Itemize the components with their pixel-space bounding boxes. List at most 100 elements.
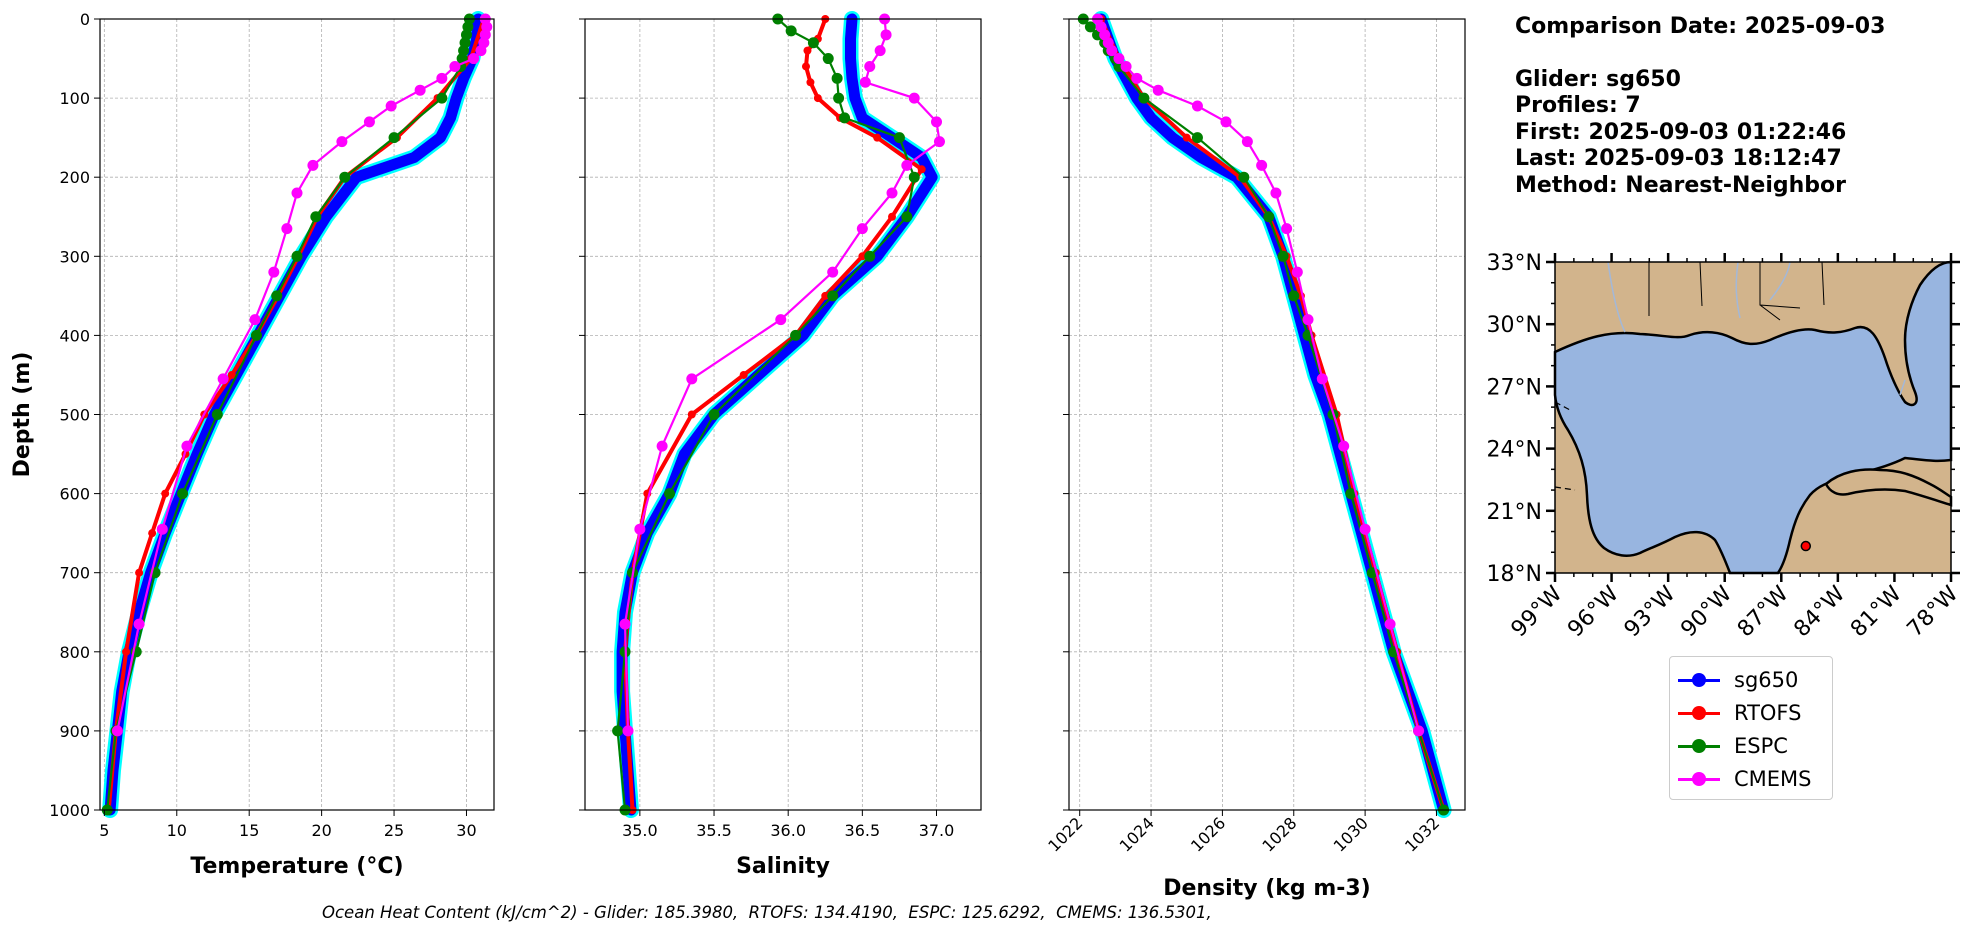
cmems-data-point (475, 45, 487, 57)
cmems-data-point (933, 136, 945, 148)
chart-legend: sg650 RTOFS ESPC CMEMS (1669, 656, 1833, 800)
rtofs-data-point (813, 94, 822, 103)
legend-item-sg650: sg650 (1678, 663, 1824, 696)
cmems-data-point (686, 373, 698, 385)
rtofs-data-point (888, 212, 897, 221)
cmems-profile-line (623, 18, 941, 731)
x-tick-label: 5 (99, 821, 109, 840)
y-tick-label: 200 (59, 168, 90, 187)
cmems-data-point (133, 618, 145, 630)
cmems-data-point (908, 92, 920, 104)
y-tick-label: 300 (59, 247, 90, 266)
map-lon-label: 99°W (1507, 581, 1568, 642)
x-tick-label: 1024 (1116, 813, 1158, 855)
cmems-data-point (886, 187, 898, 199)
espc-data-point (822, 53, 834, 65)
espc-data-point (1277, 250, 1289, 262)
cmems-data-point (1191, 100, 1203, 112)
cmems-data-point (414, 84, 426, 96)
rtofs-data-point (161, 489, 170, 498)
cmems-data-point (111, 725, 123, 737)
cmems-data-point (634, 523, 646, 535)
y-tick-label: 800 (59, 643, 90, 662)
cmems-data-point (181, 440, 193, 452)
rtofs-data-point (803, 46, 812, 55)
cmems-data-point (363, 116, 375, 128)
rtofs-profile-line (1099, 18, 1446, 811)
profile-count: Profiles: 7 (1515, 93, 1641, 118)
cmems-profile-line (1096, 18, 1420, 732)
espc-data-point (436, 92, 448, 104)
cmems-data-point (1152, 84, 1164, 96)
cmems-data-point (880, 29, 892, 41)
sg650-profile-line (1095, 13, 1450, 816)
cmems-data-point (874, 45, 886, 57)
espc-data-point (827, 290, 839, 302)
cmems-data-point (656, 440, 668, 452)
map-lon-label: 78°W (1903, 581, 1964, 642)
espc-data-point (271, 290, 283, 302)
y-tick-label: 700 (59, 564, 90, 583)
espc-data-point (388, 132, 400, 144)
cmems-data-point (385, 100, 397, 112)
sg650-profile-spread (1093, 11, 1452, 818)
espc-data-point (1238, 171, 1250, 183)
legend-swatch-rtofs (1678, 703, 1720, 723)
y-tick-label: 900 (59, 722, 90, 741)
cmems-data-point (217, 373, 229, 385)
x-axis-label: Temperature (°C) (190, 854, 403, 879)
cmems-data-point (1131, 72, 1143, 84)
y-tick-label: 600 (59, 485, 90, 504)
cmems-data-point (1359, 523, 1371, 535)
state-borders (1648, 261, 1825, 321)
espc-data-point (1263, 211, 1275, 223)
x-tick-label: 36.5 (845, 821, 881, 840)
legend-label-sg650: sg650 (1734, 667, 1799, 692)
rtofs-data-point (801, 62, 810, 71)
comparison-info-block: Comparison Date: 2025-09-03 Glider: sg650… (1515, 14, 1885, 199)
espc-data-point (1345, 488, 1357, 500)
cmems-data-point (1270, 187, 1282, 199)
x-tick-label: 15 (239, 821, 259, 840)
cmems-data-point (856, 223, 868, 235)
espc-data-point (1138, 92, 1150, 104)
cmems-data-point (1291, 266, 1303, 278)
y-tick-label: 500 (59, 406, 90, 425)
cmems-data-point (1302, 314, 1314, 326)
espc-data-point (790, 329, 802, 341)
cmems-data-point (1241, 136, 1253, 148)
map-lon-label: 81°W (1846, 581, 1907, 642)
cmems-profile-line (116, 18, 488, 732)
map-lat-label: 24°N (1487, 438, 1542, 463)
espc-data-point (864, 250, 876, 262)
legend-label-cmems: CMEMS (1734, 766, 1812, 791)
map-lon-label: 87°W (1733, 581, 1794, 642)
rtofs-data-point (687, 410, 696, 419)
cmems-data-point (775, 314, 787, 326)
temperature-panel: 5 10 15 20 25 3001002003004005006007008009001… (10, 10, 495, 879)
x-tick-label: 36.0 (770, 821, 806, 840)
last-profile-time: Last: 2025-09-03 18:12:47 (1515, 146, 1842, 171)
cmems-data-point (336, 136, 348, 148)
x-tick-label: 35.5 (696, 821, 732, 840)
map-lat-label: 18°N (1487, 562, 1542, 587)
espc-data-point (893, 132, 905, 144)
map-lon-label: 90°W (1676, 581, 1737, 642)
cmems-data-point (931, 116, 943, 128)
espc-data-point (612, 725, 624, 737)
mexico-border (1554, 401, 1576, 491)
y-axis-label: Depth (m) (10, 352, 35, 478)
map-lat-label: 33°N (1487, 251, 1542, 276)
rtofs-data-point (917, 165, 926, 174)
cmems-data-point (1113, 53, 1125, 65)
rtofs-data-point (135, 568, 144, 577)
comparison-date: Comparison Date: 2025-09-03 (1515, 14, 1886, 39)
cmems-data-point (1256, 159, 1268, 171)
rtofs-data-point (122, 647, 131, 656)
cmems-data-point (1106, 45, 1118, 57)
x-tick-label: 1032 (1401, 813, 1443, 855)
espc-data-point (785, 25, 797, 37)
y-tick-label: 1000 (49, 801, 90, 820)
cmems-data-point (281, 223, 293, 235)
